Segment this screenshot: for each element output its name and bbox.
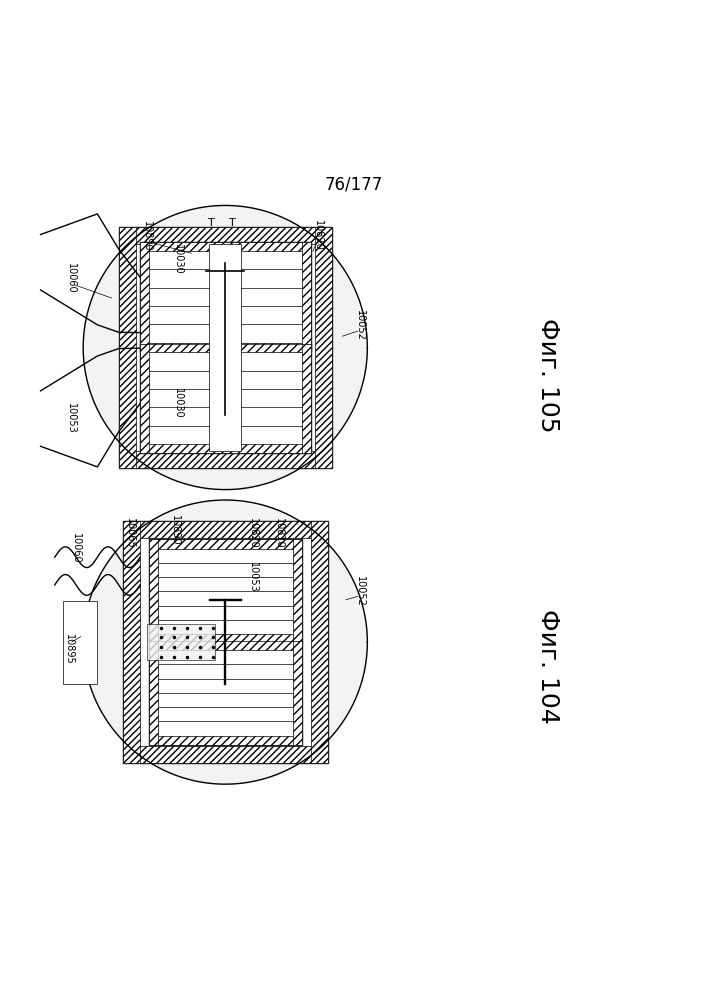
Text: 10890: 10890	[170, 515, 180, 546]
Polygon shape	[147, 624, 215, 660]
Polygon shape	[83, 205, 368, 490]
Text: 10895: 10895	[64, 634, 74, 664]
Polygon shape	[148, 634, 302, 643]
Text: 10030: 10030	[173, 388, 183, 418]
Text: 10052: 10052	[356, 310, 366, 341]
Text: 10052: 10052	[356, 576, 366, 607]
Text: 10053: 10053	[248, 562, 258, 593]
Text: 10810: 10810	[274, 518, 284, 549]
Polygon shape	[123, 521, 327, 763]
Polygon shape	[293, 641, 302, 745]
Polygon shape	[148, 641, 302, 745]
Polygon shape	[123, 746, 327, 763]
Polygon shape	[148, 641, 158, 745]
Polygon shape	[83, 500, 368, 784]
Text: 76/177: 76/177	[325, 176, 382, 194]
Polygon shape	[310, 521, 327, 763]
Text: 10820: 10820	[312, 220, 322, 251]
Polygon shape	[119, 451, 332, 468]
Polygon shape	[209, 244, 241, 451]
Text: 10890: 10890	[142, 221, 152, 252]
Polygon shape	[140, 344, 310, 352]
Text: 10060: 10060	[71, 533, 81, 564]
Polygon shape	[62, 601, 98, 684]
Polygon shape	[148, 736, 302, 745]
Text: 10060: 10060	[66, 263, 76, 294]
Polygon shape	[148, 641, 302, 650]
Polygon shape	[140, 242, 310, 351]
Text: T: T	[229, 218, 235, 228]
Polygon shape	[123, 521, 140, 763]
Text: 10030: 10030	[173, 244, 183, 275]
Polygon shape	[140, 343, 310, 351]
Polygon shape	[119, 227, 332, 244]
Polygon shape	[140, 242, 148, 351]
Polygon shape	[140, 344, 148, 453]
Text: T: T	[208, 218, 215, 228]
Polygon shape	[119, 227, 136, 468]
Polygon shape	[315, 227, 332, 468]
Text: 10065: 10065	[125, 518, 135, 549]
Polygon shape	[302, 242, 310, 351]
Text: Фиг. 104: Фиг. 104	[536, 609, 559, 724]
Text: 10053: 10053	[66, 403, 76, 434]
Text: 10820: 10820	[248, 518, 258, 549]
Polygon shape	[148, 539, 158, 643]
Polygon shape	[148, 539, 302, 549]
Polygon shape	[148, 539, 302, 643]
Polygon shape	[140, 444, 310, 453]
Polygon shape	[293, 539, 302, 643]
Polygon shape	[140, 242, 310, 251]
Polygon shape	[302, 344, 310, 453]
Text: Фиг. 105: Фиг. 105	[536, 318, 559, 432]
Polygon shape	[140, 344, 310, 453]
Polygon shape	[119, 227, 332, 468]
Polygon shape	[123, 521, 327, 538]
